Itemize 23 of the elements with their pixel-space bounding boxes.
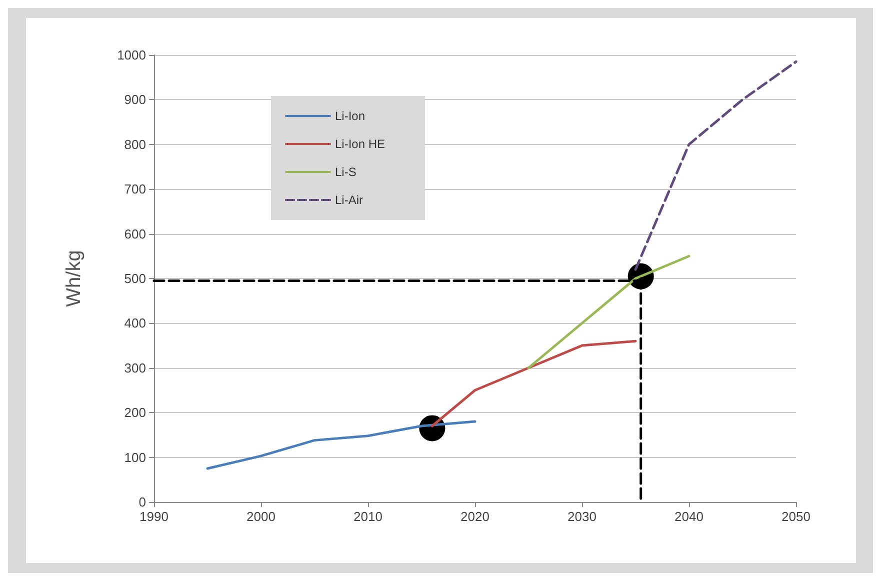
y-tick-label: 900 xyxy=(124,92,146,108)
y-tick-label: 500 xyxy=(124,271,146,286)
x-tick-label: 1990 xyxy=(140,509,168,524)
legend-label: Li-Air xyxy=(335,193,364,207)
legend-label: Li-Ion HE xyxy=(335,137,386,151)
legend-label: Li-Ion xyxy=(335,109,366,123)
x-tick-label: 2050 xyxy=(782,509,810,524)
x-tick-label: 2010 xyxy=(354,509,382,524)
y-axis-title: Wh/kg xyxy=(63,250,85,307)
y-tick-label: 700 xyxy=(124,182,146,197)
y-tick-label: 800 xyxy=(124,136,146,152)
x-tick-label: 2020 xyxy=(460,509,490,524)
x-tick-label: 2000 xyxy=(246,509,276,524)
y-tick-label: 0 xyxy=(138,494,146,510)
y-tick-label: 100 xyxy=(124,450,146,465)
x-tick-label: 2030 xyxy=(568,509,596,524)
legend-label: Li-S xyxy=(335,165,356,179)
y-tick-label: 200 xyxy=(124,405,146,420)
x-tick-label: 2040 xyxy=(674,509,704,524)
y-tick-label: 300 xyxy=(124,360,146,376)
y-tick-label: 400 xyxy=(124,316,146,331)
y-tick-label: 600 xyxy=(124,226,146,242)
y-tick-label: 1000 xyxy=(117,48,146,62)
